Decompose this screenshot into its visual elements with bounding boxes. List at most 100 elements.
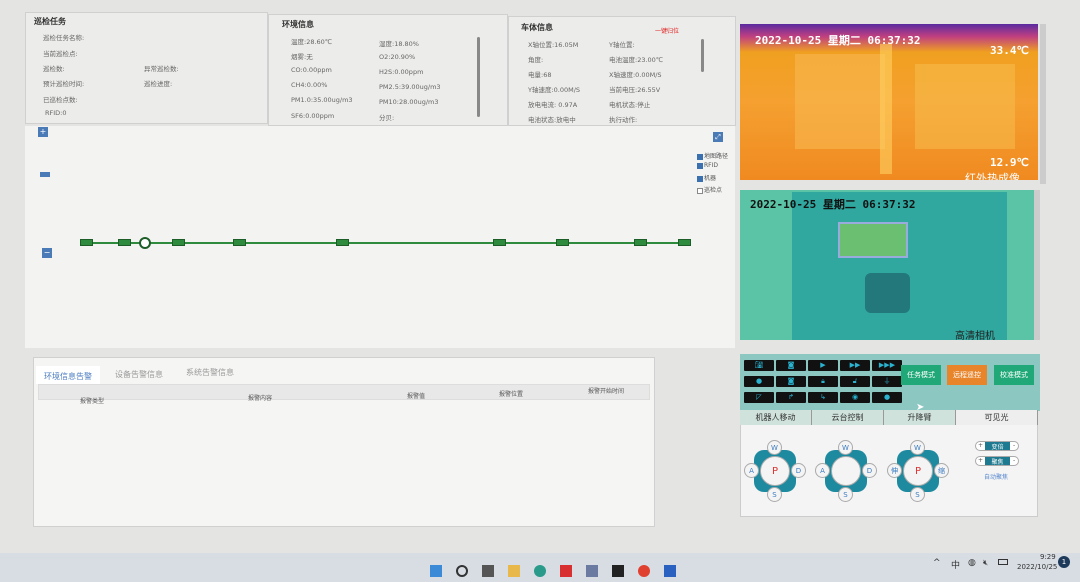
zoom-slider[interactable] <box>40 172 50 177</box>
scrollbar[interactable] <box>1034 190 1040 340</box>
network-icon[interactable]: ◍ <box>968 558 976 568</box>
app-icon[interactable] <box>664 565 676 577</box>
arm-retract-button[interactable]: 缩 <box>934 463 949 478</box>
map-node[interactable] <box>336 239 349 246</box>
layer-point-checkbox[interactable]: 巡检点 <box>697 185 722 194</box>
map-node[interactable] <box>80 239 93 246</box>
map-node[interactable] <box>118 239 131 246</box>
zoom-minus-button[interactable]: - <box>1013 442 1016 449</box>
clock-date[interactable]: 2022/10/25 <box>1017 563 1058 571</box>
camera-icon[interactable]: 📷︎ <box>744 360 774 371</box>
fast-forward-icon[interactable]: ▶▶ <box>840 360 870 371</box>
o2: O2:20.90% <box>379 53 416 61</box>
clock-time[interactable]: 9:29 <box>1040 553 1056 561</box>
sf6: SF6:0.00ppm <box>291 112 335 120</box>
layer-label: 地图路径 <box>704 153 729 160</box>
zoom-in-button[interactable]: + <box>38 127 48 137</box>
scrollbar[interactable] <box>477 37 480 117</box>
ch4: CH4:0.00% <box>291 81 328 89</box>
rfid: RFID:0 <box>45 109 67 117</box>
folder-icon[interactable] <box>508 565 520 577</box>
tab-device-alarm[interactable]: 设备告警信息 <box>115 370 163 379</box>
focus-minus-button[interactable]: - <box>1013 457 1016 464</box>
notification-badge[interactable]: 1 <box>1058 556 1070 568</box>
ptz-up-button[interactable]: W <box>838 440 853 455</box>
battery-state: 电池状态:放电中 <box>528 116 576 124</box>
move-down-button[interactable]: S <box>767 487 782 502</box>
ptz-center <box>831 456 861 486</box>
col-start-time: 报警开始时间 <box>588 388 625 395</box>
search-icon[interactable] <box>456 565 468 577</box>
map-node[interactable] <box>493 239 506 246</box>
robot-move-pad: W A P D S <box>744 440 806 502</box>
move-up-button[interactable]: W <box>767 440 782 455</box>
settings-icon[interactable] <box>586 565 598 577</box>
map-path <box>84 242 689 244</box>
ptz-left-button[interactable]: A <box>815 463 830 478</box>
move-right-button[interactable]: D <box>791 463 806 478</box>
volume-mute-icon[interactable]: 🔇︎ <box>983 558 989 567</box>
col-value: 报警值 <box>407 393 426 400</box>
tab-env-alarm[interactable]: 环境信息告警 <box>44 372 92 381</box>
terminal-icon[interactable] <box>612 565 624 577</box>
arm-down-icon[interactable]: ↳ <box>808 392 838 403</box>
tray-chevron-icon[interactable]: ^ <box>933 558 941 568</box>
move-stop-button[interactable]: P <box>760 456 790 486</box>
play-icon[interactable]: ▶ <box>808 360 838 371</box>
mic-icon[interactable]: ● <box>744 376 774 387</box>
ime-indicator[interactable]: 中 <box>951 561 961 571</box>
map-node[interactable] <box>556 239 569 246</box>
focus-plus-button[interactable]: + <box>978 457 984 464</box>
section-visible-light: 可见光 <box>956 410 1038 425</box>
start-icon[interactable] <box>430 565 442 577</box>
visible-camera-view[interactable]: 2022-10-25 星期二 06:37:32 高清相机 <box>740 190 1034 340</box>
calibrate-mode-button[interactable]: 校准模式 <box>994 365 1034 385</box>
robot-marker[interactable] <box>139 237 151 249</box>
arm-up-button[interactable]: W <box>910 440 925 455</box>
arm-extend-button[interactable]: 伸 <box>887 463 902 478</box>
battery-icon[interactable] <box>998 559 1008 565</box>
scrollbar[interactable] <box>1040 24 1046 184</box>
map-area[interactable] <box>25 126 735 348</box>
map-node[interactable] <box>233 239 246 246</box>
layer-path-checkbox[interactable]: 地图路径 <box>697 151 728 160</box>
visible-timestamp: 2022-10-25 星期二 06:37:32 <box>750 198 916 211</box>
tab-system-alarm[interactable]: 系统告警信息 <box>186 368 234 377</box>
lock-icon[interactable]: 🔒︎ <box>808 376 838 387</box>
pm10: PM10:28.00ug/m3 <box>379 98 439 106</box>
unlock-icon[interactable]: 🔓︎ <box>840 376 870 387</box>
faster-forward-icon[interactable]: ▶▶▶ <box>872 360 902 371</box>
tab-active-bg <box>36 366 100 384</box>
video-icon[interactable]: ◙ <box>776 376 806 387</box>
map-node[interactable] <box>678 239 691 246</box>
layer-robot-checkbox[interactable]: 机器 <box>697 173 716 182</box>
fullscreen-icon[interactable]: ⤢ <box>713 132 723 142</box>
plug-icon[interactable]: ⏚ <box>872 376 902 387</box>
humidity: 湿度:18.80% <box>379 40 419 48</box>
ptz-right-button[interactable]: D <box>862 463 877 478</box>
app-icon[interactable] <box>560 565 572 577</box>
thermal-camera-view[interactable]: 2022-10-25 星期二 06:37:32 33.4℃ 12.9℃ 红外热成… <box>740 24 1038 180</box>
ptz-down-button[interactable]: S <box>838 487 853 502</box>
zoom-plus-button[interactable]: + <box>978 442 984 449</box>
arm-stop-button[interactable]: P <box>903 456 933 486</box>
remote-control-button[interactable]: 远程遥控 <box>947 365 987 385</box>
scrollbar[interactable] <box>701 39 704 72</box>
reset-button[interactable]: 一键归位 <box>655 28 680 35</box>
chrome-icon[interactable] <box>638 565 650 577</box>
eye-icon[interactable]: ◉ <box>840 392 870 403</box>
light-icon[interactable]: ● <box>872 392 902 403</box>
auto-focus-link[interactable]: 自动聚焦 <box>984 474 1009 481</box>
edge-icon[interactable] <box>534 565 546 577</box>
arm-down-button[interactable]: S <box>910 487 925 502</box>
move-left-button[interactable]: A <box>744 463 759 478</box>
wiper-icon[interactable]: ◸ <box>744 392 774 403</box>
layer-rfid-checkbox[interactable]: RFID <box>697 162 718 169</box>
zoom-out-button[interactable]: − <box>42 248 52 258</box>
arm-up-icon[interactable]: ↱ <box>776 392 806 403</box>
taskview-icon[interactable] <box>482 565 494 577</box>
map-node[interactable] <box>634 239 647 246</box>
map-node[interactable] <box>172 239 185 246</box>
task-mode-button[interactable]: 任务模式 <box>901 365 941 385</box>
record-icon[interactable]: ◙ <box>776 360 806 371</box>
